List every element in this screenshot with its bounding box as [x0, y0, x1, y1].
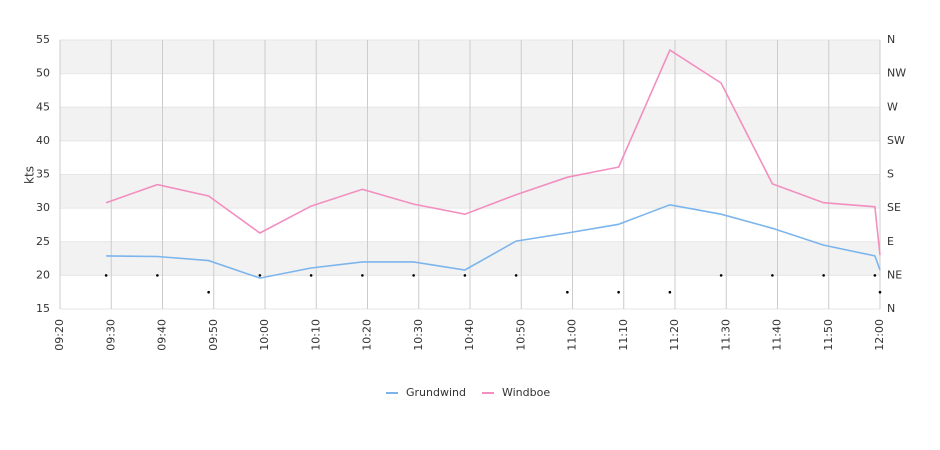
x-tick-label: 10:50 — [514, 319, 527, 351]
y2-tick-label: SW — [887, 134, 905, 147]
x-tick-label: 09:50 — [207, 319, 220, 351]
direction-dot — [719, 274, 723, 277]
y2-tick-label: SE — [887, 201, 901, 214]
direction-dot — [873, 274, 877, 277]
x-tick-label: 11:20 — [668, 319, 681, 351]
direction-dot — [771, 274, 774, 277]
direction-dot — [104, 274, 108, 277]
direction-dot — [361, 274, 364, 277]
legend-label[interactable]: Grundwind — [406, 386, 466, 399]
direction-dot — [878, 290, 882, 294]
y2-tick-label: N — [887, 33, 895, 46]
y-tick-label: 40 — [36, 134, 50, 147]
x-tick-label: 09:40 — [156, 319, 169, 351]
y-tick-label: 45 — [36, 100, 50, 113]
y-tick-label: 35 — [36, 168, 50, 181]
x-tick-label: 10:00 — [258, 319, 271, 351]
x-tick-label: 09:30 — [104, 319, 117, 351]
x-tick-label: 11:40 — [771, 319, 784, 351]
y-axis-label: kts — [23, 166, 37, 184]
x-tick-label: 10:10 — [309, 319, 322, 351]
y2-tick-label: N — [887, 302, 895, 315]
y2-tick-label: NE — [887, 268, 902, 281]
direction-dot — [668, 290, 672, 294]
x-tick-label: 10:40 — [463, 319, 476, 351]
series-line — [106, 203, 881, 279]
x-tick-label: 10:30 — [412, 319, 425, 351]
direction-dot — [463, 274, 467, 277]
y2-tick-label: E — [887, 235, 894, 248]
y-tick-label: 25 — [36, 235, 50, 248]
direction-dot — [822, 274, 825, 277]
x-tick-label: 09:20 — [53, 319, 66, 351]
y-tick-label: 15 — [36, 302, 50, 315]
y-tick-label: 50 — [36, 67, 50, 80]
direction-dot — [309, 274, 313, 277]
x-tick-label: 11:10 — [617, 319, 630, 351]
direction-dot — [566, 290, 569, 294]
direction-dot — [514, 274, 518, 277]
direction-dot — [258, 274, 262, 277]
y2-tick-label: S — [887, 168, 894, 181]
legend-label[interactable]: Windboe — [502, 386, 550, 399]
y2-tick-label: NW — [887, 67, 906, 80]
direction-dot — [412, 274, 415, 277]
x-tick-label: 10:20 — [361, 319, 374, 351]
x-tick-label: 11:30 — [719, 319, 732, 351]
direction-dot — [156, 274, 159, 277]
y-tick-label: 30 — [36, 201, 50, 214]
y-tick-label: 20 — [36, 268, 50, 281]
direction-dot — [617, 290, 620, 294]
x-tick-label: 11:50 — [822, 319, 835, 351]
y2-tick-label: W — [887, 100, 898, 113]
y-tick-label: 55 — [36, 33, 50, 46]
series-line — [105, 48, 881, 256]
direction-dot — [207, 290, 210, 294]
x-tick-label: 11:00 — [566, 319, 579, 351]
x-tick-label: 12:00 — [873, 319, 886, 351]
